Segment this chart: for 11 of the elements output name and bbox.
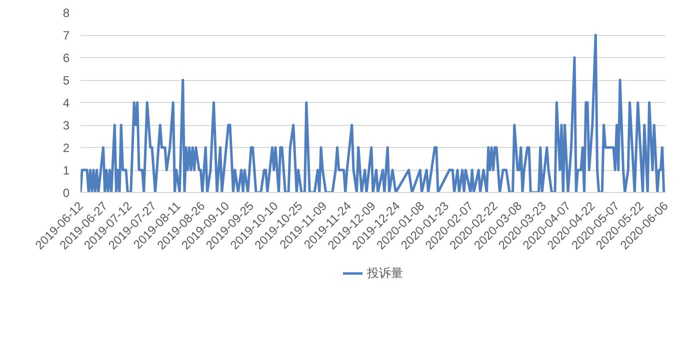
y-tick-label: 3 — [62, 118, 70, 132]
y-tick-label: 6 — [62, 51, 70, 65]
y-tick-label: 8 — [62, 6, 70, 20]
y-tick-label: 5 — [62, 74, 70, 88]
y-tick-label: 1 — [62, 164, 70, 178]
legend-label: 投诉量 — [367, 264, 403, 282]
y-tick-label: 7 — [62, 28, 70, 42]
y-tick-label: 2 — [62, 141, 70, 155]
y-tick-label: 4 — [62, 96, 70, 110]
line-series — [80, 34, 666, 192]
y-tick-label: 0 — [62, 186, 70, 200]
